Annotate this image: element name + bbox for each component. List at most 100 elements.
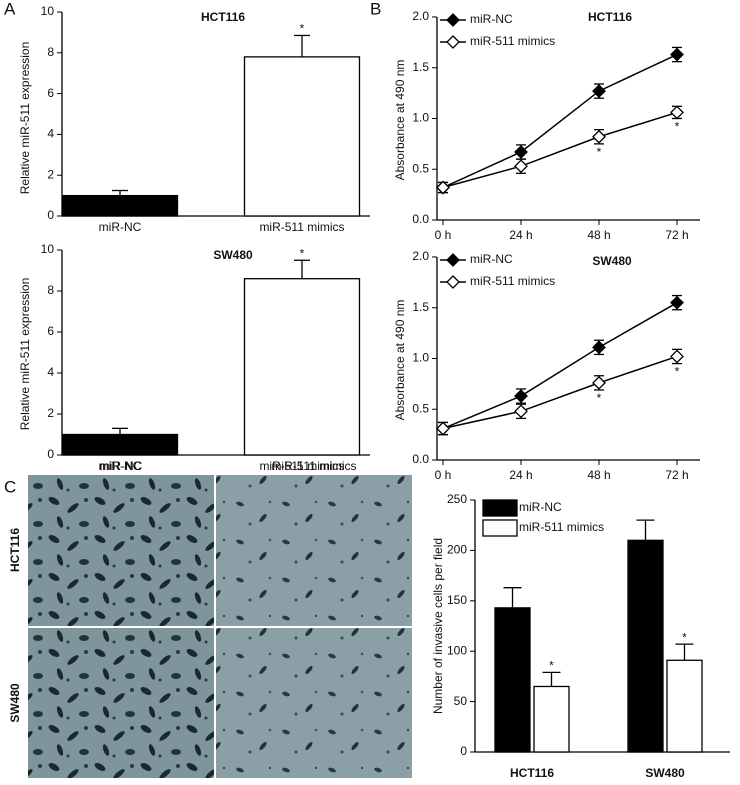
y-tick-label: 2.0 xyxy=(412,249,429,263)
marker xyxy=(592,375,606,390)
y-tick-label: 0.0 xyxy=(412,452,429,466)
y-tick-label: 100 xyxy=(447,643,467,657)
x-tick-label: 0 h xyxy=(435,228,452,242)
y-tick-label: 0.5 xyxy=(412,161,429,175)
series-line xyxy=(442,53,678,189)
legend-label: miR-511 mimics xyxy=(519,520,604,534)
bar xyxy=(61,194,179,217)
legend-marker xyxy=(446,275,460,289)
marker xyxy=(514,404,528,419)
y-tick-label: 8 xyxy=(47,45,54,59)
legend-label: miR-511 mimics xyxy=(470,274,555,288)
chart-title: HCT116 xyxy=(201,10,245,24)
column-label: miR-511 mimics xyxy=(271,459,356,473)
marker xyxy=(436,180,450,195)
bar xyxy=(533,685,570,753)
y-tick-label: 2 xyxy=(47,406,54,420)
legend-marker xyxy=(446,13,460,27)
y-tick-label: 50 xyxy=(454,694,468,708)
significance: * xyxy=(682,630,687,644)
marker xyxy=(670,47,684,62)
y-tick-label: 250 xyxy=(447,492,467,506)
x-tick-label: 24 h xyxy=(509,468,532,482)
significance: * xyxy=(675,365,680,379)
bar xyxy=(627,539,664,753)
marker xyxy=(436,421,450,436)
y-tick-label: 0.0 xyxy=(412,212,429,226)
y-tick-label: 8 xyxy=(47,283,54,297)
y-axis-label: Number of invasive cells per field xyxy=(431,538,445,714)
chart-title: HCT116 xyxy=(588,10,632,24)
significance: * xyxy=(549,659,554,673)
panel-label: B xyxy=(370,0,381,18)
marker xyxy=(670,349,684,364)
y-tick-label: 0.5 xyxy=(412,401,429,415)
marker xyxy=(514,159,528,174)
marker xyxy=(514,145,528,159)
y-tick-label: 6 xyxy=(47,324,54,338)
marker xyxy=(514,389,528,403)
y-tick-label: 0 xyxy=(460,744,467,758)
bar xyxy=(61,433,179,456)
legend-label: miR-NC xyxy=(519,500,562,514)
legend-marker xyxy=(446,253,460,267)
x-tick-label: 24 h xyxy=(509,228,532,242)
row-label: HCT116 xyxy=(8,528,22,572)
y-tick-label: 10 xyxy=(41,4,55,18)
micrograph xyxy=(28,628,214,778)
marker xyxy=(592,340,606,355)
series-line xyxy=(442,302,678,430)
y-tick-label: 2 xyxy=(47,167,54,181)
panel-label: A xyxy=(4,0,16,18)
x-tick-label: HCT116 xyxy=(510,766,554,780)
significance: * xyxy=(597,391,602,405)
y-axis-label: Absorbance at 490 nm xyxy=(393,300,407,421)
bar xyxy=(243,56,361,217)
y-tick-label: 0 xyxy=(47,447,54,461)
x-tick-label: miR-511 mimics xyxy=(259,220,344,234)
y-tick-label: 1.0 xyxy=(412,351,429,365)
chart-title: SW480 xyxy=(213,248,253,262)
marker xyxy=(592,84,606,99)
series-line xyxy=(442,111,678,189)
x-tick-label: 0 h xyxy=(435,468,452,482)
legend-label: miR-NC xyxy=(470,12,513,26)
micrograph xyxy=(216,628,412,778)
y-axis-label: Absorbance at 490 nm xyxy=(393,60,407,181)
significance: * xyxy=(300,22,305,36)
y-tick-label: 1.0 xyxy=(412,111,429,125)
x-tick-label: 48 h xyxy=(587,468,610,482)
y-tick-label: 1.5 xyxy=(412,60,429,74)
bar xyxy=(666,659,703,753)
legend-swatch xyxy=(482,499,518,517)
y-tick-label: 0 xyxy=(47,208,54,222)
row-label: SW480 xyxy=(8,683,22,723)
x-tick-label: miR-NC xyxy=(99,220,142,234)
legend-swatch xyxy=(482,519,518,537)
marker xyxy=(670,295,684,310)
y-tick-label: 2.0 xyxy=(412,9,429,23)
x-tick-label: miR-511 mimics xyxy=(259,459,344,473)
significance: * xyxy=(300,246,305,260)
y-axis-label: Relative miR-511 expression xyxy=(18,42,32,195)
legend-label: miR-NC xyxy=(470,252,513,266)
x-tick-label: miR-NC xyxy=(99,459,142,473)
legend-label: miR-511 mimics xyxy=(470,34,555,48)
y-axis-label: Relative miR-511 expression xyxy=(18,278,32,431)
y-tick-label: 4 xyxy=(47,127,54,141)
bar xyxy=(243,278,361,456)
column-label: miR-NC xyxy=(100,459,143,473)
micrograph xyxy=(216,475,412,626)
chart-title: SW480 xyxy=(592,254,632,268)
x-tick-label: 72 h xyxy=(665,468,688,482)
marker xyxy=(670,105,684,120)
bar xyxy=(494,607,531,753)
micrograph xyxy=(28,475,214,626)
y-tick-label: 6 xyxy=(47,86,54,100)
significance: * xyxy=(675,120,680,134)
y-tick-label: 10 xyxy=(41,242,55,256)
panel-label: C xyxy=(4,477,16,496)
series-line xyxy=(442,355,678,430)
y-tick-label: 4 xyxy=(47,365,54,379)
